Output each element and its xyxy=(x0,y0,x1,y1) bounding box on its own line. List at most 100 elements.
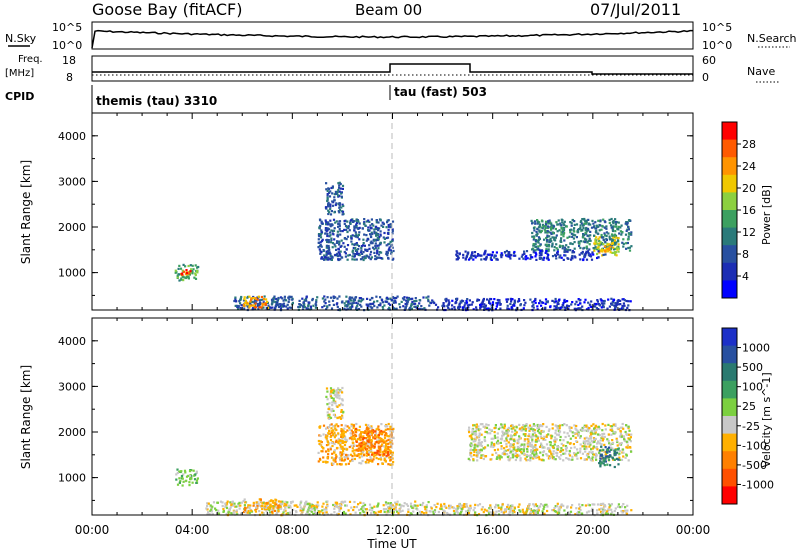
heatmap-cell xyxy=(434,303,438,306)
heatmap-cell xyxy=(327,450,330,453)
heatmap-cell xyxy=(339,459,342,462)
heatmap-cell xyxy=(346,425,349,428)
heatmap-cell xyxy=(510,306,513,309)
heatmap-cell xyxy=(194,473,197,476)
heatmap-cell xyxy=(470,442,473,445)
heatmap-cell xyxy=(341,437,344,440)
heatmap-cell xyxy=(334,453,337,456)
heatmap-cell xyxy=(540,429,543,433)
heatmap-cell xyxy=(546,236,549,239)
heatmap-cell xyxy=(592,226,595,229)
heatmap-cell xyxy=(488,300,491,304)
heatmap-cell xyxy=(385,449,388,452)
heatmap-cell xyxy=(500,445,503,448)
heatmap-cell xyxy=(330,427,333,430)
heatmap-cell xyxy=(484,430,487,433)
heatmap-cell xyxy=(479,451,482,454)
heatmap-cell xyxy=(557,306,560,310)
heatmap-cell xyxy=(363,218,366,221)
heatmap-cell xyxy=(350,436,353,439)
heatmap-cell xyxy=(365,432,368,435)
heatmap-cell xyxy=(373,228,376,231)
heatmap-cell xyxy=(442,302,445,305)
heatmap-cell xyxy=(343,220,346,223)
heatmap-cell xyxy=(477,299,481,302)
heatmap-cell xyxy=(465,299,468,303)
heatmap-cell xyxy=(319,236,323,239)
heatmap-cell xyxy=(586,430,590,433)
heatmap-cell xyxy=(189,476,192,479)
heatmap-cell xyxy=(225,512,228,515)
heatmap-cell xyxy=(602,510,605,513)
heatmap-cell xyxy=(445,300,448,303)
heatmap-cell xyxy=(582,236,585,239)
heatmap-cell xyxy=(507,434,510,437)
heatmap-cell xyxy=(310,505,313,508)
heatmap-cell xyxy=(350,453,353,456)
heatmap-cell xyxy=(530,450,533,453)
heatmap-cell xyxy=(339,447,342,450)
heatmap-cell xyxy=(582,227,585,230)
heatmap-cell xyxy=(355,219,358,222)
heatmap-cell xyxy=(565,225,568,228)
heatmap-cell xyxy=(300,500,303,503)
heatmap-cell xyxy=(370,429,374,432)
heatmap-cell xyxy=(532,429,535,433)
heatmap-cell xyxy=(455,507,458,510)
heatmap-cell xyxy=(487,307,490,310)
heatmap-cell xyxy=(377,436,380,439)
heatmap-cell xyxy=(376,244,379,247)
heatmap-cell xyxy=(586,234,589,237)
heatmap-cell xyxy=(361,438,364,441)
heatmap-cell xyxy=(386,428,389,431)
heatmap-cell xyxy=(471,428,474,431)
heatmap-cell xyxy=(273,509,276,512)
heatmap-cell xyxy=(508,308,511,311)
heatmap-cell xyxy=(604,424,607,427)
heatmap-cell xyxy=(602,502,605,505)
heatmap-cell xyxy=(396,510,399,513)
heatmap-cell xyxy=(525,448,529,451)
heatmap-cell xyxy=(525,250,529,253)
heatmap-cell xyxy=(556,248,559,251)
heatmap-cell xyxy=(615,247,618,250)
heatmap-cell xyxy=(609,454,612,457)
heatmap-cell xyxy=(459,512,462,515)
heatmap-cell xyxy=(310,307,313,310)
heatmap-cell xyxy=(503,450,506,453)
heatmap-cell xyxy=(567,248,570,251)
heatmap-cell xyxy=(472,454,476,457)
heatmap-cell xyxy=(327,209,330,212)
heatmap-cell xyxy=(581,445,584,448)
heatmap-cell xyxy=(469,453,472,456)
heatmap-cell xyxy=(627,246,630,250)
heatmap-cell xyxy=(532,244,535,247)
heatmap-cell xyxy=(601,435,604,438)
heatmap-cell xyxy=(328,417,331,420)
heatmap-cell xyxy=(540,442,543,445)
heatmap-cell xyxy=(562,258,565,261)
heatmap-cell xyxy=(508,507,511,511)
heatmap-cell xyxy=(567,457,570,460)
heatmap-cell xyxy=(538,254,541,257)
heatmap-cell xyxy=(279,303,282,306)
heatmap-cell xyxy=(374,437,377,440)
heatmap-cell xyxy=(325,244,328,247)
heatmap-cell xyxy=(477,513,481,516)
heatmap-cell xyxy=(339,507,343,510)
heatmap-cell xyxy=(618,232,621,235)
heatmap-cell xyxy=(344,441,347,444)
heatmap-cell xyxy=(343,440,346,444)
heatmap-cell xyxy=(572,434,575,438)
heatmap-cell xyxy=(622,298,625,301)
heatmap-cell xyxy=(599,456,602,459)
freq-unit-label: [MHz] xyxy=(5,68,34,79)
heatmap-cell xyxy=(622,451,625,454)
heatmap-cell xyxy=(323,254,326,257)
heatmap-cell xyxy=(612,246,615,249)
heatmap-cell xyxy=(552,450,555,453)
heatmap-cell xyxy=(356,243,359,247)
heatmap-cell xyxy=(181,272,184,275)
heatmap-cell xyxy=(283,509,286,512)
heatmap-cell xyxy=(356,438,359,441)
